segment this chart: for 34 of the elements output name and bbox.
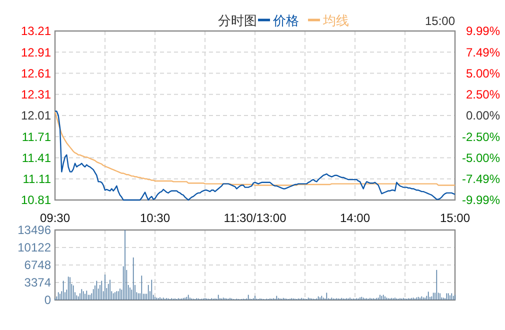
y2-tick-label: -9.99% — [462, 193, 500, 208]
y-tick-label: 13496 — [18, 223, 52, 238]
y2-tick-label: 5.00% — [466, 66, 500, 80]
x-tick-label: 11:30/13:00 — [224, 211, 287, 225]
y2-tick-label: -5.00% — [462, 150, 500, 165]
line-series — [54, 110, 456, 186]
legend-label: 均线 — [322, 13, 349, 28]
y-tick-label: 10.81 — [20, 193, 52, 208]
y-tick-label: 0 — [44, 293, 52, 308]
y-tick-label: 11.41 — [22, 150, 52, 165]
y-tick-label: 11.71 — [22, 130, 52, 144]
y-tick-label: 12.61 — [20, 66, 52, 80]
y2-tick-label: 7.49% — [466, 45, 500, 60]
y-tick-label: 12.01 — [20, 108, 52, 123]
y-tick-label: 10122 — [18, 240, 52, 255]
y-tick-label: 13.21 — [20, 24, 52, 38]
legend-label: 价格 — [272, 13, 299, 28]
y2-tick-label: -7.49% — [462, 172, 500, 186]
y2-tick-label: 9.99% — [466, 24, 500, 38]
chart-title: 分时图 — [218, 13, 257, 28]
text: 15:00 — [424, 14, 456, 28]
y-tick-label: 11.11 — [22, 172, 52, 186]
x-tick-label: 10:30 — [140, 211, 170, 225]
y-tick-label: 12.31 — [20, 88, 52, 102]
x-tick-label: 14:00 — [340, 211, 370, 225]
y-tick-label: 6748 — [24, 258, 52, 272]
y2-tick-label: 2.50% — [466, 88, 500, 102]
x-tick-label: 15:00 — [440, 211, 470, 225]
y-tick-label: 3374 — [24, 276, 52, 290]
line-series — [54, 110, 456, 201]
y2-tick-label: -2.50% — [462, 130, 500, 144]
x-tick-label: 09:30 — [40, 211, 70, 225]
y2-tick-label: 0.00% — [466, 108, 500, 123]
y-tick-label: 12.91 — [20, 45, 52, 60]
